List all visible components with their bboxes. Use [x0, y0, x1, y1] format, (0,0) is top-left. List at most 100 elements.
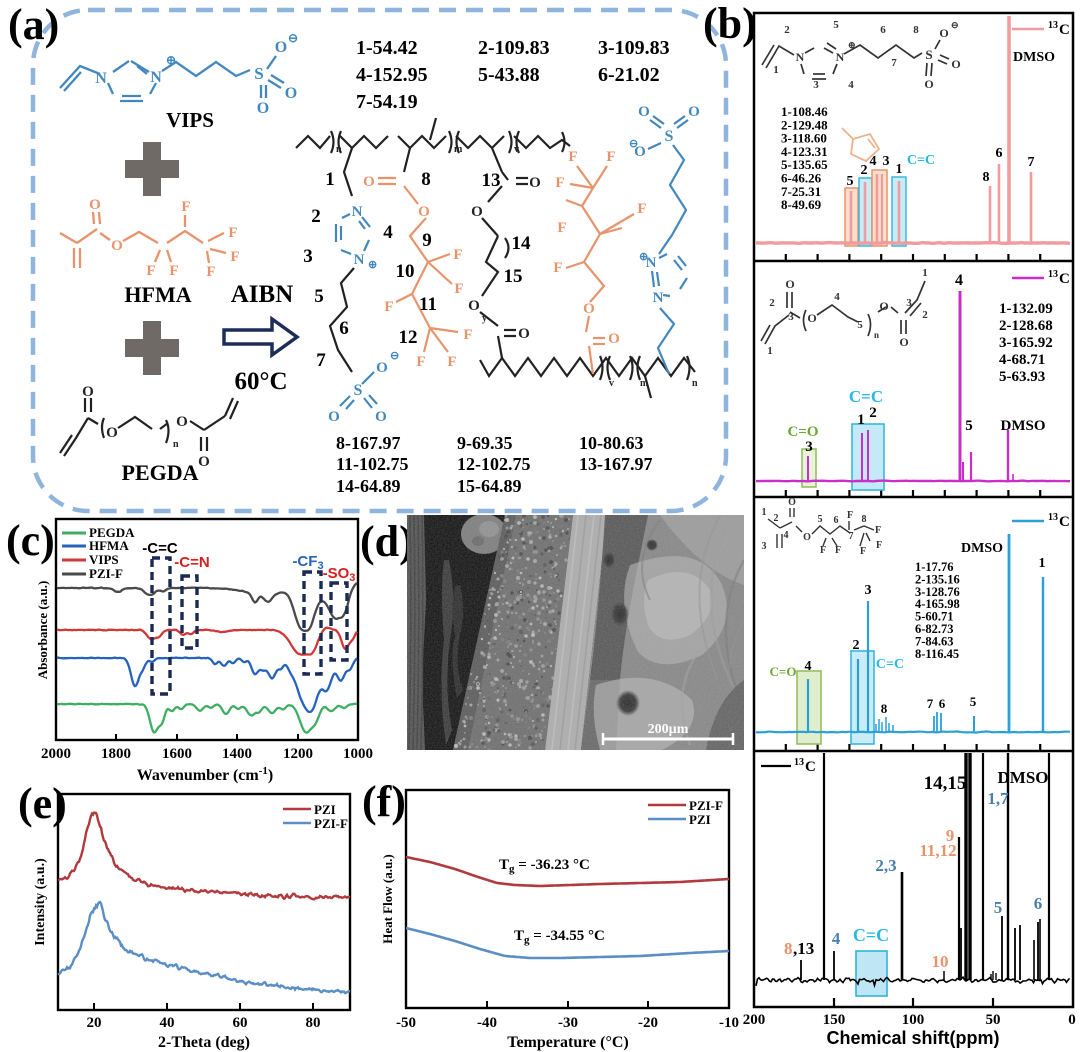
svg-text:3-165.92: 3-165.92 — [999, 335, 1053, 351]
svg-text:O: O — [518, 326, 530, 342]
svg-text:6: 6 — [1034, 894, 1043, 913]
svg-text:4-123.31: 4-123.31 — [781, 144, 828, 159]
svg-text:6: 6 — [339, 318, 349, 339]
svg-text:F: F — [553, 260, 562, 276]
svg-text:S: S — [254, 64, 263, 83]
svg-text:C=C: C=C — [876, 657, 904, 672]
svg-text:O: O — [376, 360, 388, 376]
svg-text:4: 4 — [805, 659, 812, 674]
svg-text:7: 7 — [849, 531, 854, 542]
svg-text:10: 10 — [396, 261, 415, 282]
svg-text:2000: 2000 — [41, 746, 71, 762]
svg-text:13-167.97: 13-167.97 — [579, 454, 653, 474]
svg-text:⊖: ⊖ — [390, 350, 399, 362]
svg-text:2-Theta (deg): 2-Theta (deg) — [158, 1034, 250, 1051]
svg-text:F: F — [206, 264, 215, 280]
svg-text:6: 6 — [939, 696, 946, 711]
svg-text:v: v — [514, 144, 519, 155]
svg-text:1200: 1200 — [283, 746, 313, 762]
svg-text:-C=N: -C=N — [174, 554, 209, 571]
svg-text:1: 1 — [1039, 556, 1046, 571]
svg-text:1-17.76: 1-17.76 — [915, 560, 954, 574]
svg-text:F: F — [230, 249, 239, 265]
svg-text:7-25.31: 7-25.31 — [781, 184, 821, 199]
svg-text:4: 4 — [955, 272, 963, 289]
svg-text:Chemical shift(ppm): Chemical shift(ppm) — [826, 1028, 999, 1048]
svg-text:O: O — [788, 497, 796, 508]
svg-text:2-129.48: 2-129.48 — [781, 117, 828, 132]
svg-text:O: O — [899, 335, 908, 349]
svg-text:5-60.71: 5-60.71 — [915, 610, 954, 624]
svg-text:C=C: C=C — [853, 925, 889, 945]
svg-text:9: 9 — [946, 826, 955, 845]
svg-text:4-68.71: 4-68.71 — [999, 352, 1045, 368]
svg-text:⊖: ⊖ — [951, 20, 959, 30]
svg-text:5: 5 — [994, 898, 1003, 917]
svg-text:C: C — [1059, 514, 1070, 530]
svg-text:8: 8 — [881, 701, 888, 716]
svg-text:⊕: ⊕ — [368, 259, 377, 271]
svg-text:11: 11 — [419, 294, 437, 315]
svg-text:F: F — [637, 201, 646, 217]
svg-text:O: O — [418, 204, 430, 220]
svg-text:n: n — [692, 378, 698, 389]
svg-text:(c): (c) — [6, 516, 55, 565]
svg-text:F: F — [876, 540, 882, 551]
svg-text:F: F — [453, 247, 462, 263]
svg-text:O: O — [198, 454, 210, 470]
svg-text:O: O — [608, 331, 620, 347]
svg-text:14,15: 14,15 — [924, 773, 967, 794]
svg-text:Heat Flow (a.u.): Heat Flow (a.u.) — [380, 854, 395, 944]
svg-text:O: O — [363, 174, 375, 190]
svg-text:O: O — [688, 104, 700, 120]
svg-text:3: 3 — [883, 154, 890, 169]
svg-text:7-84.63: 7-84.63 — [915, 634, 954, 648]
svg-text:PEGDA: PEGDA — [122, 460, 199, 485]
svg-text:5: 5 — [965, 418, 973, 434]
svg-text:Absorbance (a.u.): Absorbance (a.u.) — [35, 581, 50, 680]
svg-text:50: 50 — [986, 1012, 1001, 1028]
svg-text:4-152.95: 4-152.95 — [356, 64, 428, 86]
svg-text:O: O — [106, 425, 118, 441]
svg-text:Tg = -36.23 °C: Tg = -36.23 °C — [499, 857, 590, 875]
svg-text:HFMA: HFMA — [89, 538, 129, 553]
svg-text:6: 6 — [834, 515, 839, 526]
svg-text:PZI-F: PZI-F — [689, 798, 723, 813]
svg-text:2: 2 — [311, 206, 321, 227]
svg-text:C=O: C=O — [787, 424, 818, 440]
svg-text:13: 13 — [1048, 512, 1058, 523]
svg-text:3-118.60: 3-118.60 — [781, 131, 827, 146]
svg-text:n: n — [173, 439, 179, 450]
svg-text:N: N — [352, 204, 363, 220]
svg-text:1: 1 — [773, 64, 779, 76]
svg-text:O: O — [634, 144, 646, 160]
svg-text:6-21.02: 6-21.02 — [598, 64, 660, 86]
svg-text:2: 2 — [769, 297, 775, 309]
svg-text:n: n — [336, 144, 342, 155]
svg-text:1: 1 — [922, 267, 928, 279]
svg-text:1000: 1000 — [343, 746, 373, 762]
svg-text:1,7: 1,7 — [987, 789, 1009, 808]
svg-text:,13: ,13 — [793, 939, 814, 958]
svg-text:60°C: 60°C — [234, 368, 287, 395]
svg-text:6: 6 — [880, 24, 886, 36]
svg-text:F: F — [860, 546, 866, 557]
svg-text:F: F — [820, 545, 826, 556]
svg-text:y: y — [482, 313, 487, 324]
svg-text:2: 2 — [922, 309, 928, 321]
svg-text:⊖: ⊖ — [288, 31, 298, 45]
svg-text:12: 12 — [399, 327, 418, 348]
svg-text:S: S — [925, 47, 932, 62]
svg-text:7-54.19: 7-54.19 — [356, 91, 418, 113]
svg-text:0: 0 — [1068, 1012, 1076, 1028]
svg-text:40: 40 — [160, 1015, 175, 1031]
svg-text:2-109.83: 2-109.83 — [478, 37, 550, 59]
svg-text:Tg = -34.55 °C: Tg = -34.55 °C — [514, 928, 605, 946]
svg-text:7: 7 — [891, 57, 897, 69]
svg-text:3: 3 — [805, 439, 813, 455]
svg-text:PZI: PZI — [314, 802, 336, 817]
svg-text:100: 100 — [902, 1012, 925, 1028]
svg-text:4: 4 — [848, 79, 854, 91]
svg-text:3: 3 — [788, 311, 794, 323]
svg-text:13: 13 — [794, 757, 804, 768]
